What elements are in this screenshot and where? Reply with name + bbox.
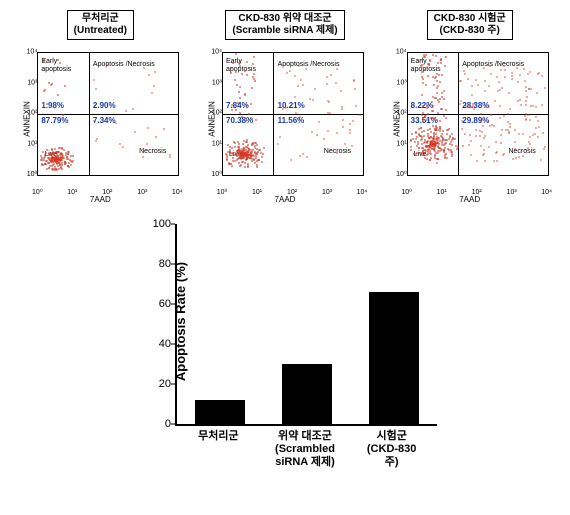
bar-chart-ytick-mark [171, 344, 175, 345]
x-tick: 10⁰ [217, 188, 228, 196]
plot-area: EarlyapoptosisApoptosis /NecrosisLiveNec… [407, 52, 549, 176]
bar-chart-ytick-mark [171, 384, 175, 385]
panel-title-en: (Untreated) [74, 25, 127, 36]
y-tick: 10⁴ [395, 49, 407, 56]
x-tick: 10⁴ [172, 189, 183, 196]
x-tick: 10⁴ [357, 189, 368, 196]
y-tick: 10¹ [25, 140, 37, 147]
x-tick: 10³ [322, 189, 332, 196]
y-tick: 10⁰ [25, 170, 37, 178]
scatter-panel-2: CKD-830 시험군(CKD-830 주) ANNEXIN Earlyapopto… [379, 10, 560, 194]
y-tick: 10³ [395, 79, 407, 86]
scatter-dots [408, 53, 548, 175]
bar-chart-ytick-label: 100 [149, 218, 171, 230]
y-tick: 10⁰ [210, 170, 222, 178]
panel-title-ko: 무처리군 [82, 13, 119, 24]
scatter-dots [223, 53, 363, 175]
x-tick: 10¹ [437, 189, 447, 196]
y-tick: 10² [25, 110, 37, 117]
x-axis-label: 7AAD [90, 195, 111, 204]
x-axis-label: 7AAD [459, 195, 480, 204]
bar-chart-plot-area [175, 224, 437, 426]
y-tick: 10³ [210, 79, 222, 86]
bar [195, 400, 245, 424]
y-axis-label: ANNEXIN [392, 101, 401, 137]
x-tick: 10³ [507, 189, 517, 196]
y-tick: 10² [395, 110, 407, 117]
bar-chart-ytick-mark [171, 224, 175, 225]
x-axis-label: 7AAD [275, 195, 296, 204]
scatter-plot: ANNEXIN EarlyapoptosisApoptosis /Necrosis… [15, 44, 185, 194]
y-tick: 10³ [25, 79, 37, 86]
bar-chart-wrap: Apoptosis Rate (%) 020406080100 무처리군위약 대… [10, 214, 560, 494]
x-tick: 10¹ [67, 189, 77, 196]
scatter-panel-1: CKD-830 위약 대조군(Scramble siRNA 제제) ANNEXIN… [195, 10, 376, 194]
y-tick: 10² [210, 110, 222, 117]
bar-chart-ytick-label: 0 [149, 418, 171, 430]
bar-chart-xlabel: 위약 대조군(ScrambledsiRNA 제제) [275, 430, 335, 470]
scatter-plot: ANNEXIN EarlyapoptosisApoptosis /Necrosis… [385, 44, 555, 194]
bar-chart-ytick-label: 20 [149, 378, 171, 390]
y-tick: 10⁴ [25, 49, 37, 56]
panel-title-en: (Scramble siRNA 제제) [232, 25, 337, 36]
scatter-panels-row: 무처리군(Untreated) ANNEXIN EarlyapoptosisApop… [10, 10, 560, 194]
scatter-dots [38, 53, 178, 175]
bar-chart-ytick-label: 40 [149, 338, 171, 350]
panel-title: CKD-830 시험군(CKD-830 주) [427, 10, 513, 40]
bar [369, 292, 419, 424]
scatter-plot: ANNEXIN EarlyapoptosisApoptosis /Necrosis… [200, 44, 370, 194]
x-tick: 10⁰ [32, 188, 43, 196]
scatter-panel-0: 무처리군(Untreated) ANNEXIN EarlyapoptosisApop… [10, 10, 191, 194]
plot-area: EarlyapoptosisApoptosis /NecrosisLiveNec… [37, 52, 179, 176]
apoptosis-bar-chart: Apoptosis Rate (%) 020406080100 무처리군위약 대… [115, 214, 455, 494]
panel-title-ko: CKD-830 위약 대조군 [238, 13, 331, 24]
x-tick: 10⁰ [401, 188, 412, 196]
y-tick: 10⁰ [395, 170, 407, 178]
bar-chart-ytick-mark [171, 264, 175, 265]
panel-title: CKD-830 위약 대조군(Scramble siRNA 제제) [225, 10, 344, 40]
y-axis-label: ANNEXIN [207, 101, 216, 137]
x-tick: 10¹ [252, 189, 262, 196]
panel-title: 무처리군(Untreated) [67, 10, 134, 40]
panel-title-ko: CKD-830 시험군 [434, 13, 506, 24]
x-tick: 10⁴ [541, 189, 552, 196]
bar-chart-ytick-label: 80 [149, 258, 171, 270]
bar-chart-ytick-label: 60 [149, 298, 171, 310]
y-tick: 10¹ [395, 140, 407, 147]
bar-chart-xlabel: 무처리군 [198, 430, 238, 443]
plot-area: EarlyapoptosisApoptosis /NecrosisLiveNec… [222, 52, 364, 176]
bar [282, 364, 332, 424]
y-tick: 10¹ [210, 140, 222, 147]
bar-chart-xlabel: 시험군(CKD-830 주) [360, 430, 423, 470]
y-axis-label: ANNEXIN [23, 101, 32, 137]
y-tick: 10⁴ [210, 49, 222, 56]
panel-title-en: (CKD-830 주) [440, 25, 500, 36]
bar-chart-ytick-mark [171, 304, 175, 305]
x-tick: 10³ [137, 189, 147, 196]
bar-chart-ytick-mark [171, 424, 175, 425]
